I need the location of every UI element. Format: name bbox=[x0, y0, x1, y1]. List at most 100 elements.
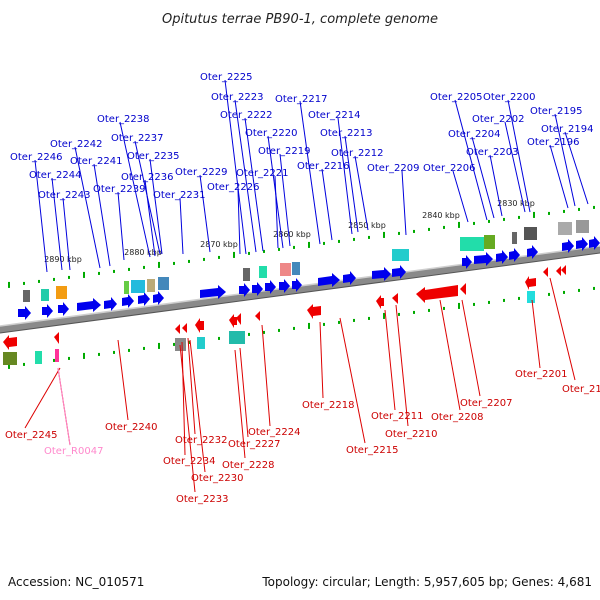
gene-label: Oter_2233 bbox=[176, 494, 229, 505]
gene-label: Oter_2203 bbox=[466, 147, 519, 158]
scale-tick bbox=[8, 362, 10, 369]
scale-tick bbox=[128, 267, 130, 271]
scale-tick bbox=[38, 279, 40, 283]
gene-arrow bbox=[138, 292, 150, 306]
gene-arrow bbox=[576, 237, 588, 251]
gene-label: Oter_2206 bbox=[423, 163, 476, 174]
scale-tick bbox=[53, 277, 55, 281]
feature-box bbox=[158, 277, 169, 290]
scale-tick bbox=[458, 302, 460, 309]
feature-box bbox=[576, 220, 589, 233]
gene-label: Oter_2218 bbox=[302, 400, 355, 411]
gene-arrow bbox=[58, 302, 69, 316]
gene-arrow bbox=[255, 311, 260, 321]
gene-arrow bbox=[307, 304, 321, 319]
gene-arrow bbox=[525, 276, 536, 290]
gene-label: Oter_2196 bbox=[527, 137, 580, 148]
scale-tick bbox=[248, 251, 250, 255]
gene-arrow bbox=[122, 294, 134, 308]
gene-label: Oter_2243 bbox=[38, 190, 91, 201]
scale-tick bbox=[83, 271, 85, 278]
scale-tick bbox=[428, 227, 430, 231]
scale-tick bbox=[338, 320, 340, 324]
feature-box bbox=[55, 349, 59, 362]
scale-tick bbox=[278, 247, 280, 251]
scale-tick bbox=[143, 346, 145, 350]
gene-label: Oter_2205 bbox=[430, 92, 483, 103]
scale-tick bbox=[188, 340, 190, 344]
rna-leader bbox=[57, 367, 71, 446]
gene-label: Oter_2234 bbox=[163, 456, 216, 467]
feature-box bbox=[280, 263, 291, 276]
scale-tick bbox=[518, 296, 520, 300]
gene-label: Oter_2219 bbox=[258, 146, 311, 157]
gene-arrow bbox=[561, 265, 566, 275]
accession-text: Accession: NC_010571 bbox=[8, 575, 144, 589]
scale-tick bbox=[503, 217, 505, 221]
scale-tick bbox=[503, 298, 505, 302]
scale-tick bbox=[398, 231, 400, 235]
bottom-gene-labels: Oter_2201 Oter_2199 Oter_2207 Oter_2218 … bbox=[5, 369, 600, 505]
scale-tick bbox=[443, 306, 445, 310]
gene-arrow bbox=[474, 252, 493, 266]
gene-label: Oter_2229 bbox=[175, 167, 228, 178]
gene-label: Oter_2245 bbox=[5, 430, 58, 441]
scale-tick bbox=[323, 322, 325, 326]
scale-tick bbox=[113, 269, 115, 273]
scale-tick bbox=[173, 342, 175, 346]
scale-tick bbox=[293, 326, 295, 330]
scale-tick bbox=[23, 281, 25, 285]
scale-tick bbox=[308, 322, 310, 329]
scale-tick bbox=[413, 310, 415, 314]
gene-label: Oter_2194 bbox=[541, 124, 594, 135]
gene-arrow bbox=[556, 266, 561, 276]
feature-box bbox=[460, 237, 484, 251]
gene-label: Oter_2213 bbox=[320, 128, 373, 139]
gene-arrow bbox=[392, 265, 406, 279]
scale-ticks bbox=[8, 205, 595, 369]
gene-arrow bbox=[42, 304, 53, 318]
gene-arrow bbox=[589, 236, 600, 250]
feature-box bbox=[3, 352, 17, 365]
scale-tick bbox=[428, 308, 430, 312]
gene-label: Oter_2223 bbox=[211, 92, 264, 103]
feature-box bbox=[484, 235, 495, 249]
scale-tick bbox=[458, 221, 460, 228]
scale-tick bbox=[263, 249, 265, 253]
feature-box bbox=[23, 290, 30, 302]
scale-tick bbox=[323, 241, 325, 245]
gene-arrow bbox=[200, 285, 226, 299]
gene-label: Oter_2238 bbox=[97, 114, 150, 125]
gene-label: Oter_2216 bbox=[297, 161, 350, 172]
scale-tick bbox=[113, 350, 115, 354]
gene-label: Oter_2237 bbox=[111, 133, 164, 144]
gene-label: Oter_2232 bbox=[175, 435, 228, 446]
gene-label: Oter_2224 bbox=[248, 427, 301, 438]
gene-arrow bbox=[265, 280, 276, 294]
kbp-label: 2880 kbp bbox=[124, 248, 162, 257]
gene-arrow bbox=[372, 267, 391, 281]
feature-box bbox=[243, 268, 250, 281]
scale-tick bbox=[98, 352, 100, 356]
kbp-label: 2860 kbp bbox=[273, 230, 311, 239]
scale-tick bbox=[353, 237, 355, 241]
scale-tick bbox=[233, 251, 235, 258]
scale-tick bbox=[173, 261, 175, 265]
scale-tick bbox=[398, 312, 400, 316]
gene-label: Oter_2207 bbox=[460, 398, 513, 409]
top-gene-labels: Oter_2225 Oter_2223 Oter_2217 Oter_2205 … bbox=[10, 72, 594, 201]
feature-box bbox=[524, 227, 537, 240]
feature-box bbox=[392, 249, 409, 261]
scale-tick bbox=[488, 300, 490, 304]
feature-box bbox=[512, 232, 517, 244]
scale-tick bbox=[488, 219, 490, 223]
gene-label: Oter_2214 bbox=[308, 110, 361, 121]
gene-arrow bbox=[195, 318, 204, 333]
scale-tick bbox=[8, 281, 10, 288]
gene-label: Oter_2212 bbox=[331, 148, 384, 159]
gene-label: Oter_2208 bbox=[431, 412, 484, 423]
gene-arrow bbox=[496, 250, 508, 264]
gene-label: Oter_2231 bbox=[153, 190, 206, 201]
